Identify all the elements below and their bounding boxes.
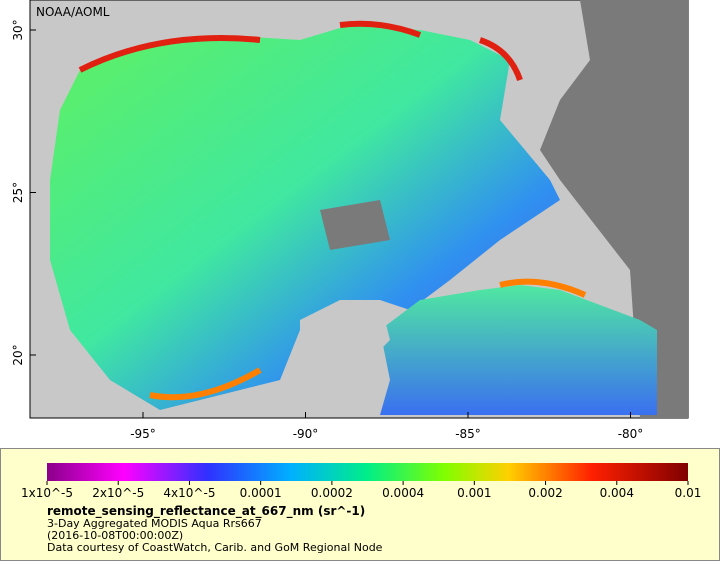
colorbar-label: 0.0001 — [240, 486, 282, 500]
lat-tick-label: 20° — [11, 344, 25, 365]
colorbar-label: 0.004 — [600, 486, 634, 500]
data-credit: Data courtesy of CoastWatch, Carib. and … — [47, 541, 383, 554]
dataset-time: (2016-10-08T00:00:00Z) — [47, 529, 183, 542]
lon-tick-label: -80° — [618, 427, 644, 441]
caribbean-reflectance — [380, 285, 657, 415]
variable-name: remote_sensing_reflectance_at_667_nm (sr… — [47, 504, 365, 519]
colorbar — [47, 463, 688, 481]
map-credit: NOAA/AOML — [36, 5, 110, 19]
yucatan — [300, 300, 390, 380]
colorbar-label: 4x10^-5 — [163, 486, 215, 500]
colorbar-label: 0.001 — [457, 486, 491, 500]
lat-tick-label: 25° — [11, 182, 25, 203]
atlantic-nodata — [540, 0, 688, 418]
gulf-reflectance — [50, 25, 560, 410]
lon-tick-label: -95° — [130, 427, 156, 441]
coastal-high — [78, 20, 523, 82]
dataset-description: 3-Day Aggregated MODIS Aqua Rrs667 — [47, 517, 262, 530]
lat-tick-label: 30° — [11, 19, 25, 40]
lon-tick-label: -85° — [455, 427, 481, 441]
ocean-nodata — [320, 200, 390, 250]
colorbar-label: 0.002 — [528, 486, 562, 500]
colorbar-label: 0.01 — [675, 486, 702, 500]
colorbar-label: 2x10^-5 — [92, 486, 144, 500]
colorbar-label: 0.0004 — [382, 486, 424, 500]
colorbar-label: 0.0002 — [311, 486, 353, 500]
lon-tick-label: -90° — [293, 427, 319, 441]
coastal-high — [149, 278, 587, 401]
colorbar-label: 1x10^-5 — [21, 486, 73, 500]
